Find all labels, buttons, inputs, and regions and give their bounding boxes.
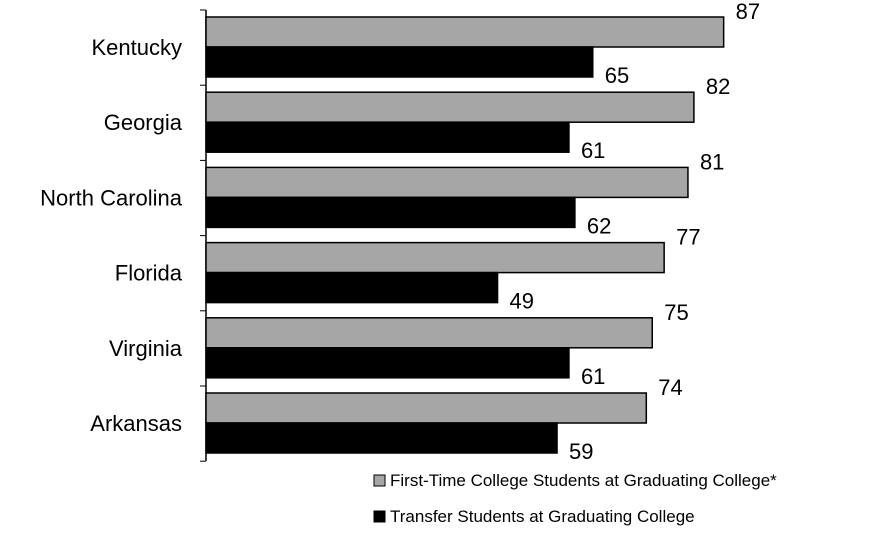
data-label-first-time-kentucky: 87 bbox=[736, 0, 760, 24]
bar-transfer-arkansas bbox=[205, 422, 558, 454]
data-label-first-time-virginia: 75 bbox=[664, 300, 688, 325]
legend-label-transfer: Transfer Students at Graduating College bbox=[390, 507, 695, 526]
bar-transfer-georgia bbox=[205, 121, 570, 153]
category-label-kentucky: Kentucky bbox=[92, 35, 183, 60]
category-label-arkansas: Arkansas bbox=[90, 411, 182, 436]
data-label-first-time-arkansas: 74 bbox=[658, 375, 682, 400]
y-axis-ticks bbox=[200, 9, 206, 462]
legend: First-Time College Students at Graduatin… bbox=[373, 471, 777, 526]
legend-swatch-transfer bbox=[373, 510, 386, 523]
bar-first-time-kentucky bbox=[205, 16, 725, 48]
data-label-transfer-arkansas: 59 bbox=[569, 439, 593, 464]
data-label-transfer-kentucky: 65 bbox=[605, 63, 629, 88]
bar-first-time-georgia bbox=[205, 91, 695, 123]
bar-transfer-north-carolina bbox=[205, 196, 576, 229]
data-label-transfer-georgia: 61 bbox=[581, 138, 605, 163]
category-label-north-carolina: North Carolina bbox=[40, 185, 183, 210]
data-label-transfer-north-carolina: 62 bbox=[587, 213, 611, 238]
bar-transfer-kentucky bbox=[205, 46, 594, 78]
data-label-transfer-virginia: 61 bbox=[581, 364, 605, 389]
bar-first-time-virginia bbox=[205, 317, 653, 349]
bar-first-time-florida bbox=[205, 241, 665, 274]
bar-transfer-virginia bbox=[205, 347, 570, 379]
category-label-georgia: Georgia bbox=[104, 110, 183, 135]
bar-transfer-florida bbox=[205, 271, 499, 304]
data-label-first-time-north-carolina: 81 bbox=[700, 149, 724, 174]
bars bbox=[205, 16, 725, 454]
category-label-virginia: Virginia bbox=[109, 336, 183, 361]
labels: Kentucky 87 65 Georgia 82 61 North Carolina 81 6… bbox=[40, 0, 760, 464]
data-label-transfer-florida: 49 bbox=[510, 289, 534, 314]
category-label-florida: Florida bbox=[115, 261, 183, 286]
bar-first-time-arkansas bbox=[205, 392, 648, 424]
bar-first-time-north-carolina bbox=[205, 166, 689, 199]
data-label-first-time-florida: 77 bbox=[676, 225, 700, 250]
legend-swatch-first-time bbox=[373, 474, 386, 487]
legend-label-first-time: First-Time College Students at Graduatin… bbox=[390, 471, 777, 490]
data-label-first-time-georgia: 82 bbox=[706, 74, 730, 99]
